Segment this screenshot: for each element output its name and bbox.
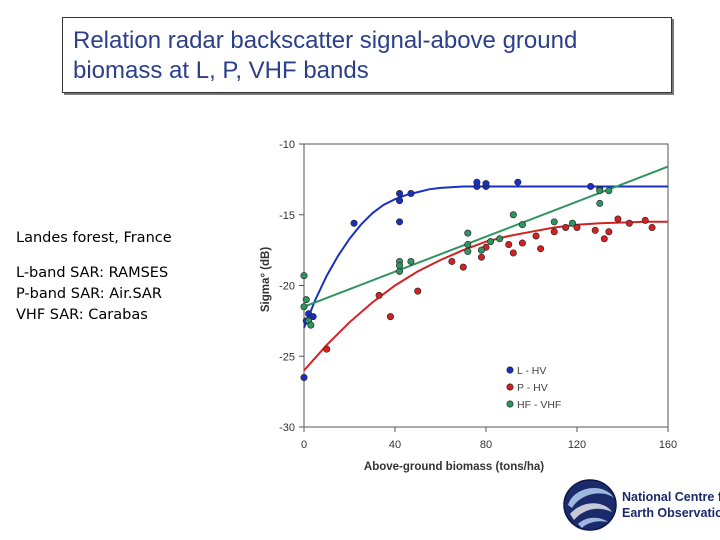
legend-marker bbox=[506, 383, 514, 391]
legend-label: HF - VHF bbox=[517, 399, 561, 411]
point-hf-vhf bbox=[605, 187, 613, 195]
point-p-hv bbox=[573, 223, 581, 231]
site-label: Landes forest, France bbox=[16, 230, 172, 246]
y-tick-label: -15 bbox=[279, 210, 295, 222]
point-p-hv bbox=[641, 216, 649, 224]
sensor-l-band: L-band SAR: RAMSES bbox=[16, 265, 169, 281]
legend-label: L - HV bbox=[517, 365, 546, 377]
point-p-hv bbox=[648, 223, 656, 231]
fit-line-l-hv bbox=[303, 185, 668, 329]
point-hf-vhf bbox=[407, 257, 415, 265]
point-hf-vhf bbox=[487, 238, 495, 246]
point-p-hv bbox=[562, 223, 570, 231]
x-axis-label: Above-ground biomass (tons/ha) bbox=[364, 461, 544, 473]
point-l-hv bbox=[396, 190, 404, 198]
y-tick-label: -30 bbox=[279, 422, 295, 434]
point-p-hv bbox=[459, 263, 467, 271]
point-hf-vhf bbox=[509, 211, 517, 219]
point-hf-vhf bbox=[477, 246, 485, 254]
point-hf-vhf bbox=[496, 235, 504, 243]
x-tick-label: 120 bbox=[568, 439, 586, 451]
legend-marker bbox=[506, 400, 514, 408]
globe-icon bbox=[563, 479, 617, 531]
point-p-hv bbox=[323, 345, 331, 353]
point-hf-vhf bbox=[596, 199, 604, 207]
point-hf-vhf bbox=[518, 221, 526, 229]
point-hf-vhf bbox=[596, 187, 604, 195]
point-p-hv bbox=[550, 228, 558, 236]
point-l-hv bbox=[309, 313, 317, 321]
y-tick-label: -10 bbox=[279, 139, 295, 151]
point-p-hv bbox=[625, 219, 633, 227]
point-p-hv bbox=[375, 291, 383, 299]
point-hf-vhf bbox=[396, 267, 404, 275]
point-p-hv bbox=[518, 239, 526, 247]
logo-text: National Centre for Earth Observation bbox=[622, 489, 720, 521]
point-p-hv bbox=[591, 226, 599, 234]
logo-line2: Earth Observation bbox=[622, 506, 720, 520]
point-p-hv bbox=[600, 235, 608, 243]
point-l-hv bbox=[514, 178, 522, 186]
title-box: Relation radar backscatter signal-above … bbox=[62, 17, 672, 93]
point-p-hv bbox=[537, 245, 545, 253]
point-hf-vhf bbox=[302, 296, 310, 304]
point-hf-vhf bbox=[568, 219, 576, 227]
logo-line1: National Centre for bbox=[622, 490, 720, 504]
point-l-hv bbox=[300, 373, 308, 381]
point-p-hv bbox=[505, 240, 513, 248]
notes-panel: Landes forest, France L-band SAR: RAMSES… bbox=[16, 228, 172, 326]
fit-line-p-hv bbox=[303, 220, 668, 372]
point-p-hv bbox=[614, 215, 622, 223]
point-p-hv bbox=[477, 253, 485, 261]
slide-title-line1: Relation radar backscatter signal-above … bbox=[73, 27, 578, 54]
point-hf-vhf bbox=[300, 272, 308, 280]
point-l-hv bbox=[407, 190, 415, 198]
point-p-hv bbox=[532, 232, 540, 240]
x-tick-label: 80 bbox=[480, 439, 492, 451]
point-p-hv bbox=[605, 228, 613, 236]
point-p-hv bbox=[414, 287, 422, 295]
point-l-hv bbox=[587, 182, 595, 190]
y-axis-label: Sigma° (dB) bbox=[260, 247, 272, 312]
point-hf-vhf bbox=[464, 229, 472, 237]
legend-label: P - HV bbox=[517, 382, 548, 394]
sensor-vhf: VHF SAR: Carabas bbox=[16, 307, 148, 323]
point-l-hv bbox=[396, 197, 404, 205]
point-p-hv bbox=[448, 257, 456, 265]
x-tick-label: 0 bbox=[301, 439, 307, 451]
point-hf-vhf bbox=[550, 218, 558, 226]
point-l-hv bbox=[482, 180, 490, 188]
point-l-hv bbox=[350, 219, 358, 227]
point-p-hv bbox=[386, 313, 394, 321]
x-tick-label: 40 bbox=[389, 439, 401, 451]
sensor-p-band: P-band SAR: Air.SAR bbox=[16, 286, 162, 302]
point-l-hv bbox=[396, 218, 404, 226]
point-hf-vhf bbox=[464, 240, 472, 248]
ncoe-logo bbox=[563, 479, 617, 531]
point-l-hv bbox=[473, 178, 481, 186]
point-p-hv bbox=[509, 249, 517, 257]
y-tick-label: -25 bbox=[279, 351, 295, 363]
point-hf-vhf bbox=[464, 248, 472, 256]
point-hf-vhf bbox=[300, 303, 308, 311]
legend-marker bbox=[506, 366, 514, 374]
slide-title-line2: biomass at L, P, VHF bands bbox=[73, 57, 369, 84]
x-tick-label: 160 bbox=[659, 439, 677, 451]
point-hf-vhf bbox=[307, 321, 315, 329]
y-tick-label: -20 bbox=[279, 281, 295, 293]
